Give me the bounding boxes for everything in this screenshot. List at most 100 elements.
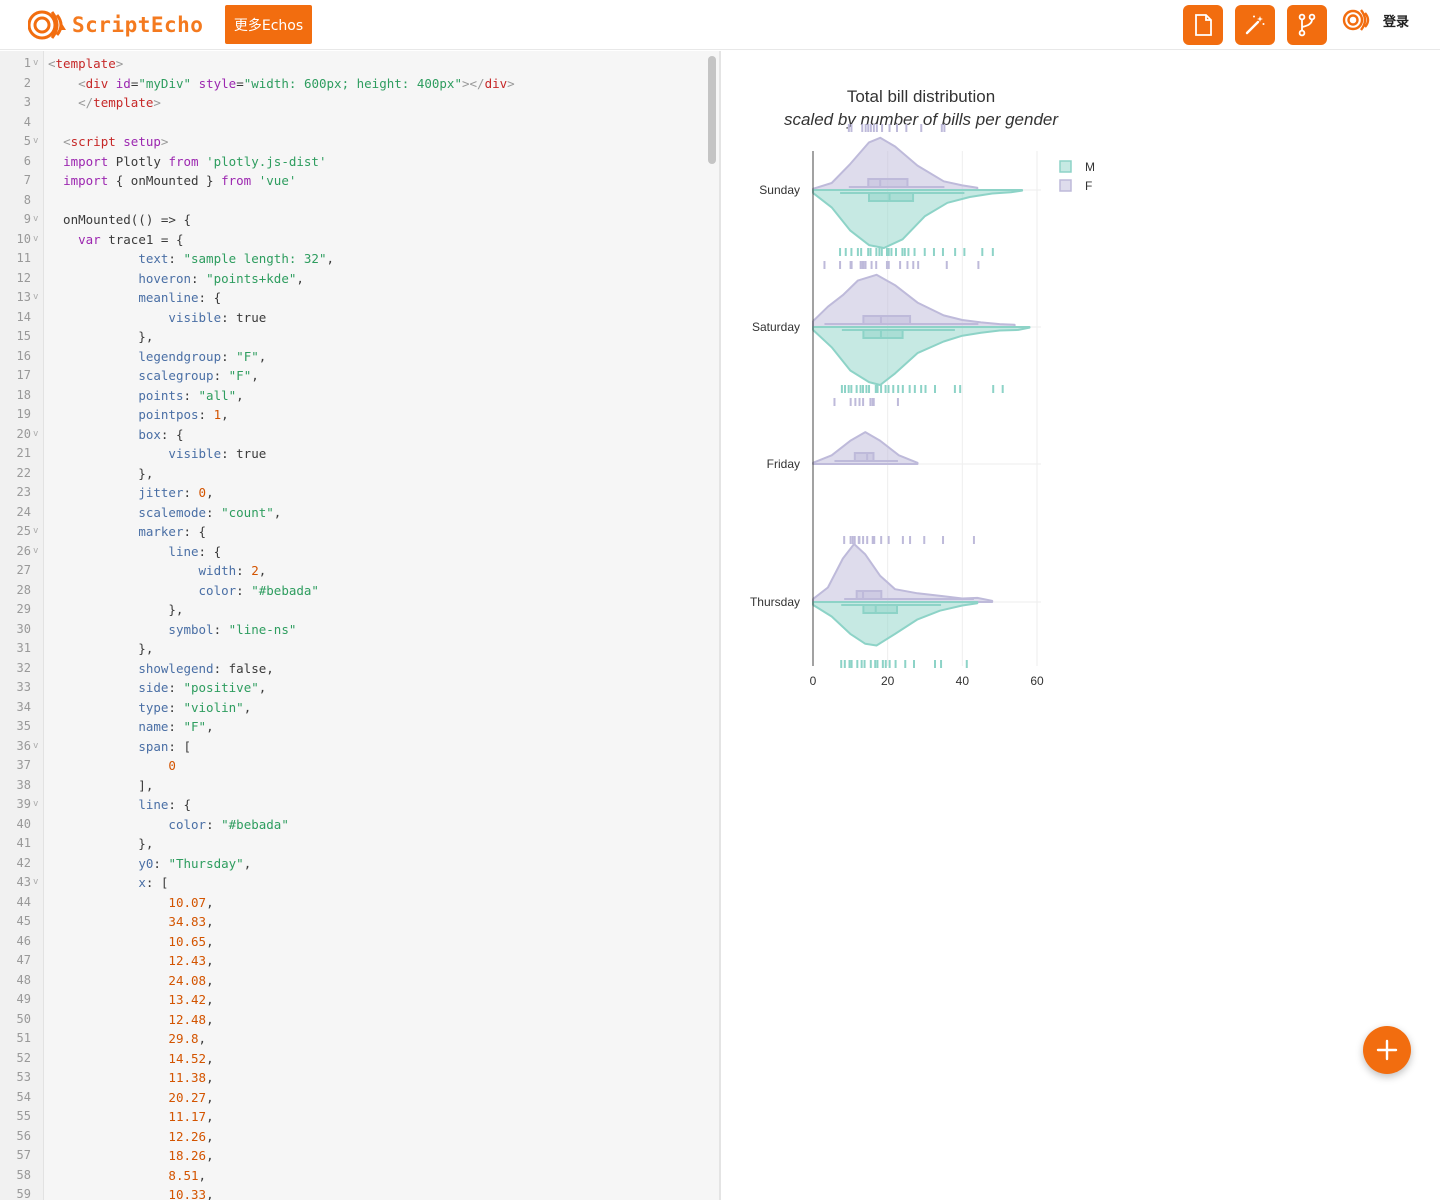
code-line[interactable]: 47 12.43,: [0, 951, 705, 971]
code-line[interactable]: 56 12.26,: [0, 1127, 705, 1147]
fold-toggle-icon[interactable]: v: [33, 877, 39, 887]
fold-spacer: [31, 834, 44, 854]
code-lines[interactable]: 1 v <template> 2 <div id="myDiv" style="wid…: [0, 54, 705, 1200]
line-number: 1: [23, 56, 31, 70]
code-line[interactable]: 43 v x: [: [0, 873, 705, 893]
code-line[interactable]: 17 scalegroup: "F",: [0, 366, 705, 386]
fold-toggle-icon[interactable]: v: [33, 292, 39, 302]
code-line[interactable]: 40 color: "#bebada": [0, 815, 705, 835]
code-line[interactable]: 54 20.27,: [0, 1088, 705, 1108]
code-line[interactable]: 39 v line: {: [0, 795, 705, 815]
code-line[interactable]: 28 color: "#bebada": [0, 581, 705, 601]
line-number: 23: [16, 485, 31, 499]
code-line[interactable]: 22 },: [0, 464, 705, 484]
code-line[interactable]: 49 13.42,: [0, 990, 705, 1010]
code-line[interactable]: 3 </template>: [0, 93, 705, 113]
fork-button[interactable]: [1287, 5, 1327, 45]
code-line[interactable]: 1 v <template>: [0, 54, 705, 74]
editor-scroll-thumb[interactable]: [708, 56, 716, 164]
code-line[interactable]: 24 scalemode: "count",: [0, 503, 705, 523]
code-line[interactable]: 42 y0: "Thursday",: [0, 854, 705, 874]
fold-toggle-icon[interactable]: v: [33, 58, 39, 68]
code-line[interactable]: 20 v box: {: [0, 425, 705, 445]
code-line[interactable]: 10 v var trace1 = {: [0, 230, 705, 250]
login-link[interactable]: 登录: [1383, 15, 1410, 30]
code-text: 18.26,: [168, 1148, 214, 1163]
code-line[interactable]: 19 pointpos: 1,: [0, 405, 705, 425]
code-line[interactable]: 18 points: "all",: [0, 386, 705, 406]
code-line[interactable]: 26 v line: {: [0, 542, 705, 562]
fold-toggle-icon[interactable]: v: [33, 740, 39, 751]
fold-spacer: [31, 93, 44, 113]
code-line[interactable]: 59 10.33,: [0, 1185, 705, 1200]
code-line[interactable]: 53 11.38,: [0, 1068, 705, 1088]
code-line[interactable]: 25 v marker: {: [0, 522, 705, 542]
line-number: 59: [16, 1187, 31, 1200]
code-text: <script setup>: [63, 134, 169, 149]
code-text: 20.27,: [168, 1089, 214, 1105]
fold-toggle-icon[interactable]: v: [33, 799, 39, 809]
code-line[interactable]: 29 },: [0, 600, 705, 620]
code-line[interactable]: 21 visible: true: [0, 444, 705, 464]
code-line[interactable]: 51 29.8,: [0, 1029, 705, 1049]
code-line[interactable]: 12 hoveron: "points+kde",: [0, 269, 705, 289]
line-number: 57: [16, 1148, 31, 1162]
code-line[interactable]: 32 showlegend: false,: [0, 659, 705, 679]
legend-label-f: F: [1085, 179, 1092, 193]
add-button[interactable]: [1363, 1026, 1411, 1074]
code-line[interactable]: 52 14.52,: [0, 1049, 705, 1069]
fold-toggle-icon[interactable]: v: [33, 526, 39, 536]
code-line[interactable]: 14 visible: true: [0, 308, 705, 328]
new-file-button[interactable]: [1183, 5, 1223, 45]
code-line[interactable]: 37 0: [0, 756, 705, 776]
code-line[interactable]: 36 v span: [: [0, 737, 705, 757]
code-line[interactable]: 58 8.51,: [0, 1166, 705, 1186]
code-line[interactable]: 44 10.07,: [0, 893, 705, 913]
pane-divider[interactable]: [719, 51, 721, 1200]
code-line[interactable]: 35 name: "F",: [0, 717, 705, 737]
line-number: 13: [16, 290, 31, 304]
code-line[interactable]: 16 legendgroup: "F",: [0, 347, 705, 367]
more-echos-button[interactable]: 更多Echos: [225, 5, 312, 44]
code-line[interactable]: 8: [0, 191, 705, 211]
fold-spacer: [31, 152, 44, 172]
code-line[interactable]: 38 ],: [0, 776, 705, 796]
avatar[interactable]: [1342, 4, 1374, 36]
code-line[interactable]: 50 12.48,: [0, 1010, 705, 1030]
code-text: 34.83,: [168, 914, 214, 929]
editor-scrollbar[interactable]: [705, 51, 719, 1200]
code-line[interactable]: 48 24.08,: [0, 971, 705, 991]
app-logo[interactable]: ScriptEcho: [28, 6, 203, 44]
code-line[interactable]: 57 18.26,: [0, 1146, 705, 1166]
x-tick-label: 40: [956, 674, 970, 688]
fold-toggle-icon[interactable]: v: [33, 545, 39, 556]
fold-toggle-icon[interactable]: v: [33, 428, 39, 439]
code-line[interactable]: 23 jitter: 0,: [0, 483, 705, 503]
line-number: 9: [23, 212, 31, 226]
code-line[interactable]: 41 },: [0, 834, 705, 854]
code-line[interactable]: 30 symbol: "line-ns": [0, 620, 705, 640]
code-line[interactable]: 46 10.65,: [0, 932, 705, 952]
fold-toggle-icon[interactable]: v: [33, 214, 39, 224]
chart-subtitle: scaled by number of bills per gender: [784, 110, 1059, 129]
code-line[interactable]: 33 side: "positive",: [0, 678, 705, 698]
code-editor[interactable]: 1 v <template> 2 <div id="myDiv" style="wid…: [0, 51, 719, 1200]
code-line[interactable]: 11 text: "sample length: 32",: [0, 249, 705, 269]
fold-toggle-icon[interactable]: v: [33, 136, 39, 146]
magic-button[interactable]: [1235, 5, 1275, 45]
code-line[interactable]: 31 },: [0, 639, 705, 659]
fold-toggle-icon[interactable]: v: [33, 233, 39, 244]
code-line[interactable]: 4: [0, 113, 705, 133]
code-line[interactable]: 6 import Plotly from 'plotly.js-dist': [0, 152, 705, 172]
code-line[interactable]: 13 v meanline: {: [0, 288, 705, 308]
code-line[interactable]: 7 import { onMounted } from 'vue': [0, 171, 705, 191]
line-number: 41: [16, 836, 31, 850]
code-line[interactable]: 2 <div id="myDiv" style="width: 600px; h…: [0, 74, 705, 94]
code-line[interactable]: 45 34.83,: [0, 912, 705, 932]
code-line[interactable]: 34 type: "violin",: [0, 698, 705, 718]
code-line[interactable]: 27 width: 2,: [0, 561, 705, 581]
code-line[interactable]: 55 11.17,: [0, 1107, 705, 1127]
code-line[interactable]: 15 },: [0, 327, 705, 347]
